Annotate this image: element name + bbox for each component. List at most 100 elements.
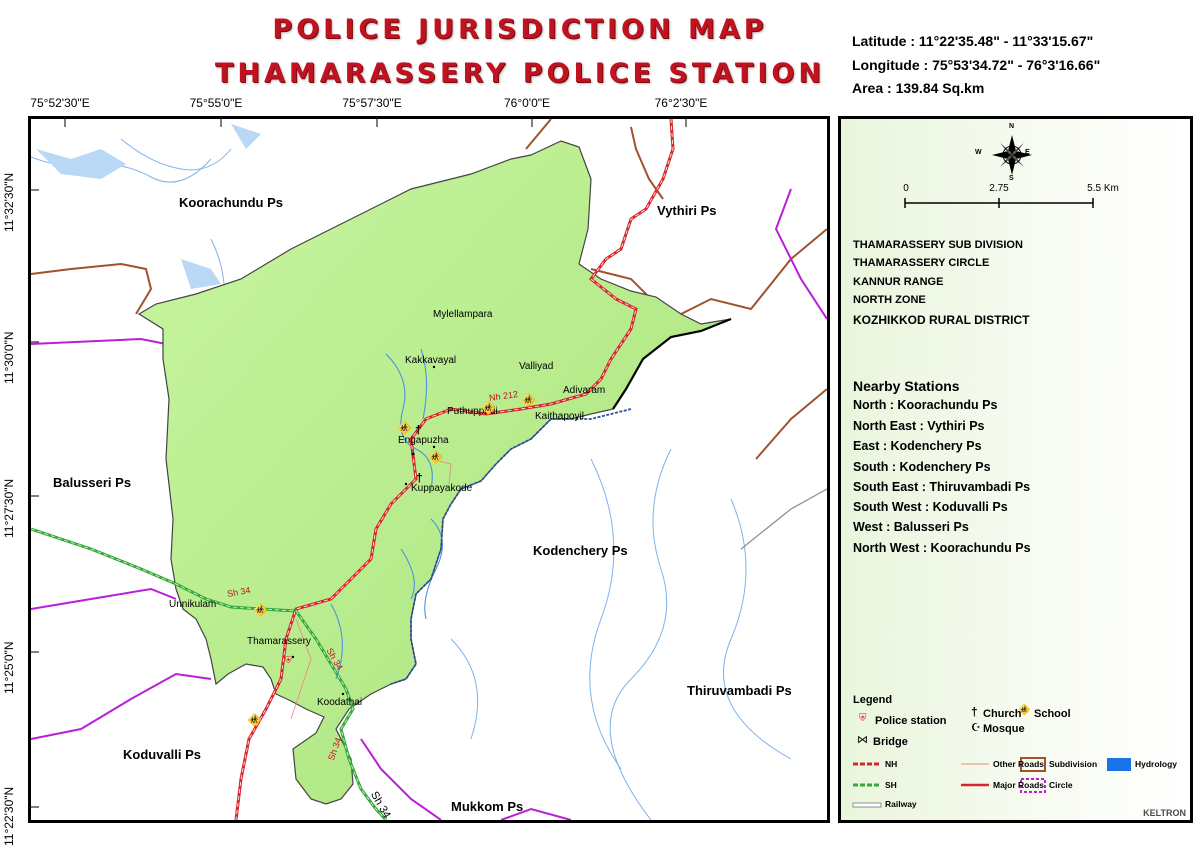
admin-subdivision: THAMARASSERY SUB DIVISION bbox=[853, 239, 1023, 251]
graticule-ticks bbox=[31, 119, 687, 808]
nearby-item: South East : Thiruvambadi Ps bbox=[853, 480, 1031, 494]
map-title: POLICE JURISDICTION MAP bbox=[272, 14, 768, 45]
longitude-range: Longitude : 75°53'34.72" - 76°3'16.66" bbox=[852, 57, 1101, 73]
other-roads bbox=[290, 458, 452, 720]
place-kaithapoyil: Kaithapoyil bbox=[535, 411, 584, 422]
school-icon[interactable]: 🚸 bbox=[428, 450, 443, 464]
legend-other-roads: Other Roads bbox=[993, 759, 1045, 769]
legend-title: Legend bbox=[853, 694, 893, 706]
legend-sh: SH bbox=[885, 780, 897, 790]
legend-circle: Circle bbox=[1049, 780, 1073, 790]
longitude-tick: 76°2'30"E bbox=[654, 96, 708, 110]
legend-bridge: Bridge bbox=[873, 736, 908, 748]
compass-east: E bbox=[1025, 149, 1030, 156]
nh-road bbox=[234, 119, 675, 820]
police-station-icon[interactable]: ⛨ bbox=[285, 655, 292, 665]
longitude-tick: 75°52'30"E bbox=[30, 96, 90, 110]
neighbour-vythiri: Vythiri Ps bbox=[657, 203, 717, 218]
church-icon[interactable]: † bbox=[416, 471, 423, 485]
map-drawing bbox=[31, 119, 827, 820]
place-valliyad: Valliyad bbox=[519, 361, 554, 372]
legend-railway: Railway bbox=[885, 799, 917, 809]
nearby-item: West : Balusseri Ps bbox=[853, 520, 969, 534]
legend-subdivision: Subdivision bbox=[1049, 759, 1098, 769]
school-icon: 🚸 bbox=[1018, 705, 1031, 716]
nearby-item: North : Koorachundu Ps bbox=[853, 398, 998, 412]
school-icon[interactable]: 🚸 bbox=[247, 713, 262, 727]
latitude-tick: 11°22'30"N bbox=[2, 786, 16, 846]
legend-school: School bbox=[1034, 708, 1071, 720]
latitude-tick: 11°27'30"N bbox=[2, 478, 16, 538]
nearby-item: South West : Koduvalli Ps bbox=[853, 500, 1008, 514]
railway-line bbox=[740, 488, 827, 550]
school-icon[interactable]: 🚸 bbox=[481, 401, 496, 415]
longitude-tick: 75°57'30"E bbox=[342, 96, 402, 110]
bridge-icon: ⋈ bbox=[857, 734, 868, 746]
school-icon[interactable]: 🚸 bbox=[521, 393, 536, 407]
nearby-title: Nearby Stations bbox=[853, 378, 960, 394]
legend-nh: NH bbox=[885, 759, 898, 769]
latitude-tick: 11°30'0"N bbox=[2, 331, 16, 385]
place-kuppayakode: Kuppayakode bbox=[411, 483, 473, 494]
neighbour-koduvalli: Koduvalli Ps bbox=[123, 747, 202, 762]
place-koodathai: Koodathai bbox=[317, 697, 363, 708]
scale-label: 0 bbox=[903, 183, 909, 194]
compass-west: W bbox=[975, 149, 982, 156]
jurisdiction-area[interactable] bbox=[137, 140, 732, 805]
school-icon[interactable]: 🚸 bbox=[397, 421, 412, 435]
nearby-item: South : Kodenchery Ps bbox=[853, 460, 991, 474]
longitude-tick: 76°0'0"E bbox=[503, 96, 551, 110]
neighbour-kodenchery: Kodenchery Ps bbox=[533, 543, 628, 558]
nearby-item: East : Kodenchery Ps bbox=[853, 439, 982, 453]
neighbour-koorachundu: Koorachundu Ps bbox=[179, 195, 284, 210]
area-value: Area : 139.84 Sq.km bbox=[852, 80, 985, 96]
compass-south: S bbox=[1009, 175, 1014, 182]
admin-circle: THAMARASSERY CIRCLE bbox=[853, 257, 990, 269]
place-markers bbox=[291, 365, 436, 696]
compass-north: N bbox=[1009, 123, 1015, 130]
church-icon: † bbox=[971, 705, 978, 719]
neighbour-thiruvambadi: Thiruvambadi Ps bbox=[687, 683, 792, 698]
legend-major-roads: Major Roads bbox=[993, 780, 1045, 790]
north-arrow-icon bbox=[992, 135, 1032, 175]
admin-range: KANNUR RANGE bbox=[853, 276, 944, 288]
info-panel: N S E W 0 2.75 5.5 Km THAMARASSERY SUB D… bbox=[838, 116, 1193, 823]
latitude-tick: 11°32'30"N bbox=[2, 172, 16, 232]
water-bodies bbox=[36, 124, 261, 289]
east-boundary bbox=[390, 408, 632, 685]
neighbour-balusseri: Balusseri Ps bbox=[53, 475, 132, 490]
place-unnikulam: Unnikulam bbox=[169, 599, 217, 610]
legend-hydrology: Hydrology bbox=[1135, 759, 1178, 769]
legend-mosque: Mosque bbox=[983, 723, 1025, 735]
place-kakkavayal: Kakkavayal bbox=[405, 355, 457, 366]
map-canvas[interactable]: Koorachundu Ps Vythiri Ps Balusseri Ps K… bbox=[28, 116, 830, 823]
scale-label: 5.5 Km bbox=[1087, 183, 1119, 194]
school-icon[interactable]: 🚸 bbox=[253, 603, 268, 617]
neighbour-mukkom: Mukkom Ps bbox=[451, 799, 524, 814]
circle-boundary bbox=[31, 188, 827, 820]
legend-church: Church bbox=[983, 708, 1022, 720]
scale-bar bbox=[904, 198, 1094, 208]
latitude-range: Latitude : 11°22'35.48" - 11°33'15.67" bbox=[852, 33, 1094, 49]
place-thamarassery: Thamarassery bbox=[247, 636, 311, 647]
inner-hydrology bbox=[330, 348, 443, 680]
admin-district: KOZHIKKOD RURAL DISTRICT bbox=[853, 313, 1030, 327]
sh-road-dash bbox=[31, 528, 387, 820]
map-subtitle: THAMARASSERY POLICE STATION bbox=[215, 58, 825, 89]
place-engapuzha: Engapuzha bbox=[398, 435, 449, 446]
legend-police-station: Police station bbox=[875, 715, 947, 727]
admin-zone: NORTH ZONE bbox=[853, 294, 926, 306]
mosque-icon: ☪ bbox=[971, 722, 981, 734]
nearby-item: North East : Vythiri Ps bbox=[853, 419, 985, 433]
longitude-tick: 75°55'0"E bbox=[189, 96, 243, 110]
latitude-tick: 11°25'0"N bbox=[2, 641, 16, 695]
nearby-item: North West : Koorachundu Ps bbox=[853, 541, 1031, 555]
place-puthuppadi: Puthuppadi bbox=[447, 406, 498, 417]
keltron-logo: KELTRON bbox=[1143, 808, 1186, 818]
police-station-icon: ⛨ bbox=[859, 713, 867, 724]
place-mylellampara: Mylellampara bbox=[433, 309, 493, 320]
legend-symbols bbox=[852, 757, 1131, 808]
north-east-boundary bbox=[612, 317, 732, 410]
place-adivaram: Adivaram bbox=[563, 385, 606, 396]
church-icon[interactable]: † bbox=[415, 423, 422, 437]
